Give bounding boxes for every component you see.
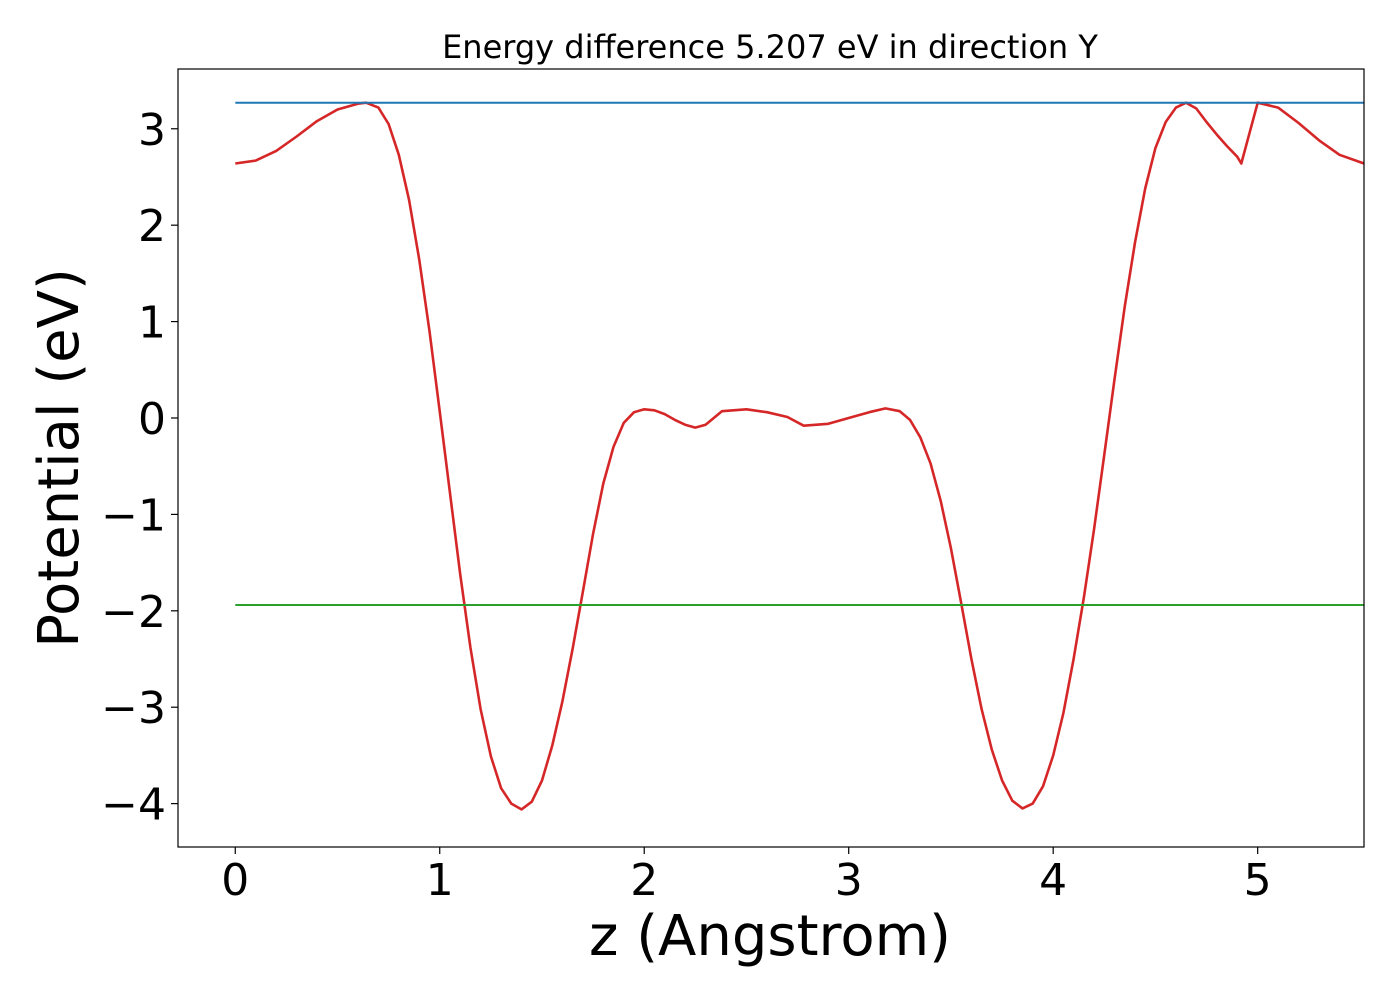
y-axis-label: Potential (eV)	[27, 268, 92, 648]
y-axis-ticks: −4 −3 −2 −1 0 1 2 3	[101, 105, 178, 831]
y-tick-label: −3	[101, 683, 166, 734]
x-tick-label: 5	[1244, 855, 1272, 906]
x-tick-label: 3	[835, 855, 863, 906]
y-tick-label: 0	[138, 394, 166, 445]
y-tick-label: −4	[101, 780, 166, 831]
x-tick-label: 2	[630, 855, 658, 906]
plot-frame	[177, 68, 1365, 848]
x-tick-label: 4	[1039, 855, 1067, 906]
y-tick-label: 3	[138, 105, 166, 156]
series-line-0	[235, 101, 1365, 811]
y-tick-label: −2	[101, 587, 166, 638]
x-axis-ticks: 0 1 2 3 4 5	[221, 847, 1272, 906]
y-tick-label: 1	[138, 298, 166, 349]
x-axis-label: z (Angstrom)	[589, 904, 951, 969]
y-tick-label: 2	[138, 201, 166, 252]
x-tick-label: 0	[221, 855, 249, 906]
plot-area	[177, 68, 1365, 848]
y-tick-label: −1	[101, 490, 166, 541]
x-tick-label: 1	[426, 855, 454, 906]
chart-title: Energy difference 5.207 eV in direction …	[442, 28, 1098, 66]
